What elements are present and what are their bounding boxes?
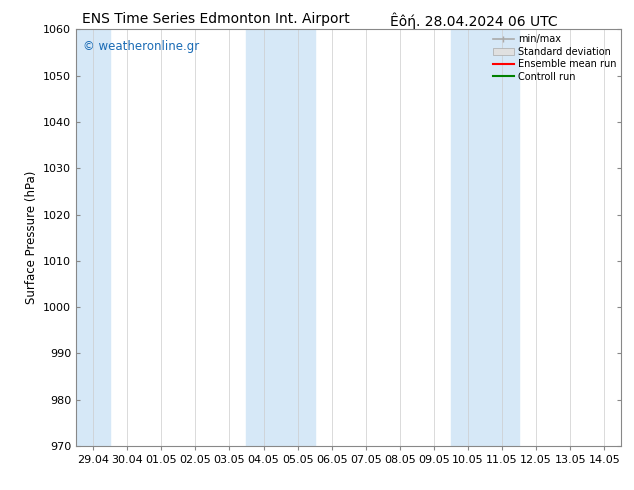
- Y-axis label: Surface Pressure (hPa): Surface Pressure (hPa): [25, 171, 37, 304]
- Legend: min/max, Standard deviation, Ensemble mean run, Controll run: min/max, Standard deviation, Ensemble me…: [491, 32, 618, 83]
- Text: Êôή. 28.04.2024 06 UTC: Êôή. 28.04.2024 06 UTC: [391, 12, 558, 29]
- Text: ENS Time Series Edmonton Int. Airport: ENS Time Series Edmonton Int. Airport: [82, 12, 350, 26]
- Bar: [451, 29, 519, 446]
- Text: © weatheronline.gr: © weatheronline.gr: [82, 40, 199, 53]
- Bar: [76, 29, 110, 446]
- Bar: [247, 29, 314, 446]
